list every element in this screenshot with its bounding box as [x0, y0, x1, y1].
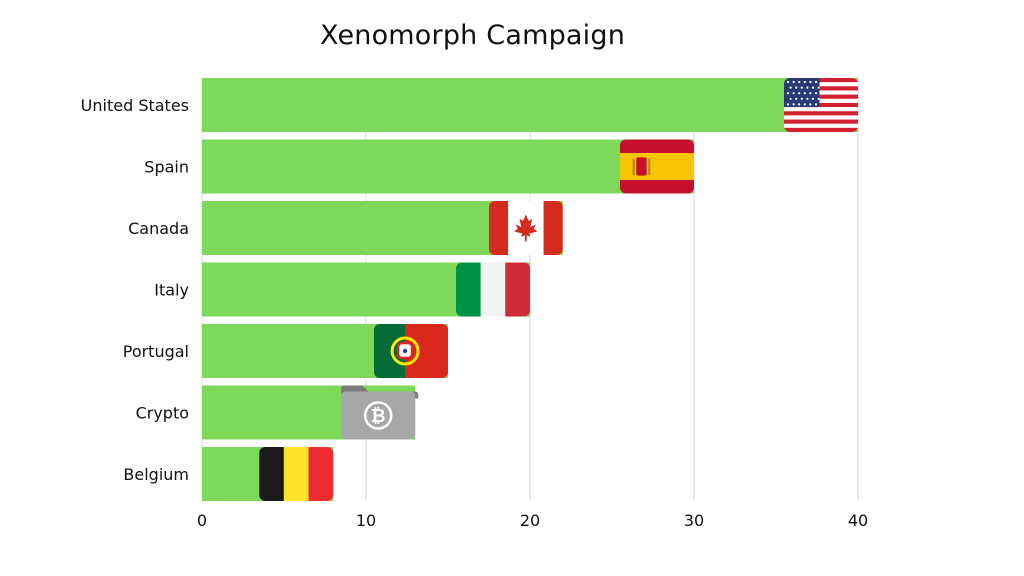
category-labels: United States Spain Canada Italy Portugal Cry… — [81, 96, 189, 484]
category-label: United States — [81, 96, 189, 115]
italy-flag-icon — [456, 262, 530, 317]
x-tick-label: 0 — [197, 511, 207, 530]
bar — [202, 78, 858, 132]
canada-flag-icon — [488, 201, 563, 255]
portugal-flag-icon — [374, 324, 448, 378]
bar — [202, 139, 694, 194]
us-flag-icon — [784, 78, 858, 132]
bar-icons: ₿ — [259, 78, 858, 501]
category-label: Canada — [128, 219, 189, 238]
chart-title: Xenomorph Campaign — [319, 20, 626, 51]
x-tick-label: 40 — [848, 511, 868, 530]
category-label: Italy — [154, 281, 189, 300]
category-label: Spain — [144, 158, 189, 177]
spain-flag-icon — [620, 139, 694, 194]
x-axis-ticks: 0 10 20 30 40 — [197, 511, 868, 530]
category-label: Portugal — [123, 342, 189, 361]
x-tick-label: 30 — [684, 511, 704, 530]
category-label: Crypto — [136, 404, 189, 423]
category-label: Belgium — [123, 465, 189, 484]
belgium-flag-icon — [259, 447, 334, 501]
x-tick-label: 20 — [520, 511, 540, 530]
svg-text:₿: ₿ — [371, 406, 386, 427]
x-tick-label: 10 — [356, 511, 376, 530]
bitcoin-folder-icon: ₿ — [341, 385, 419, 440]
